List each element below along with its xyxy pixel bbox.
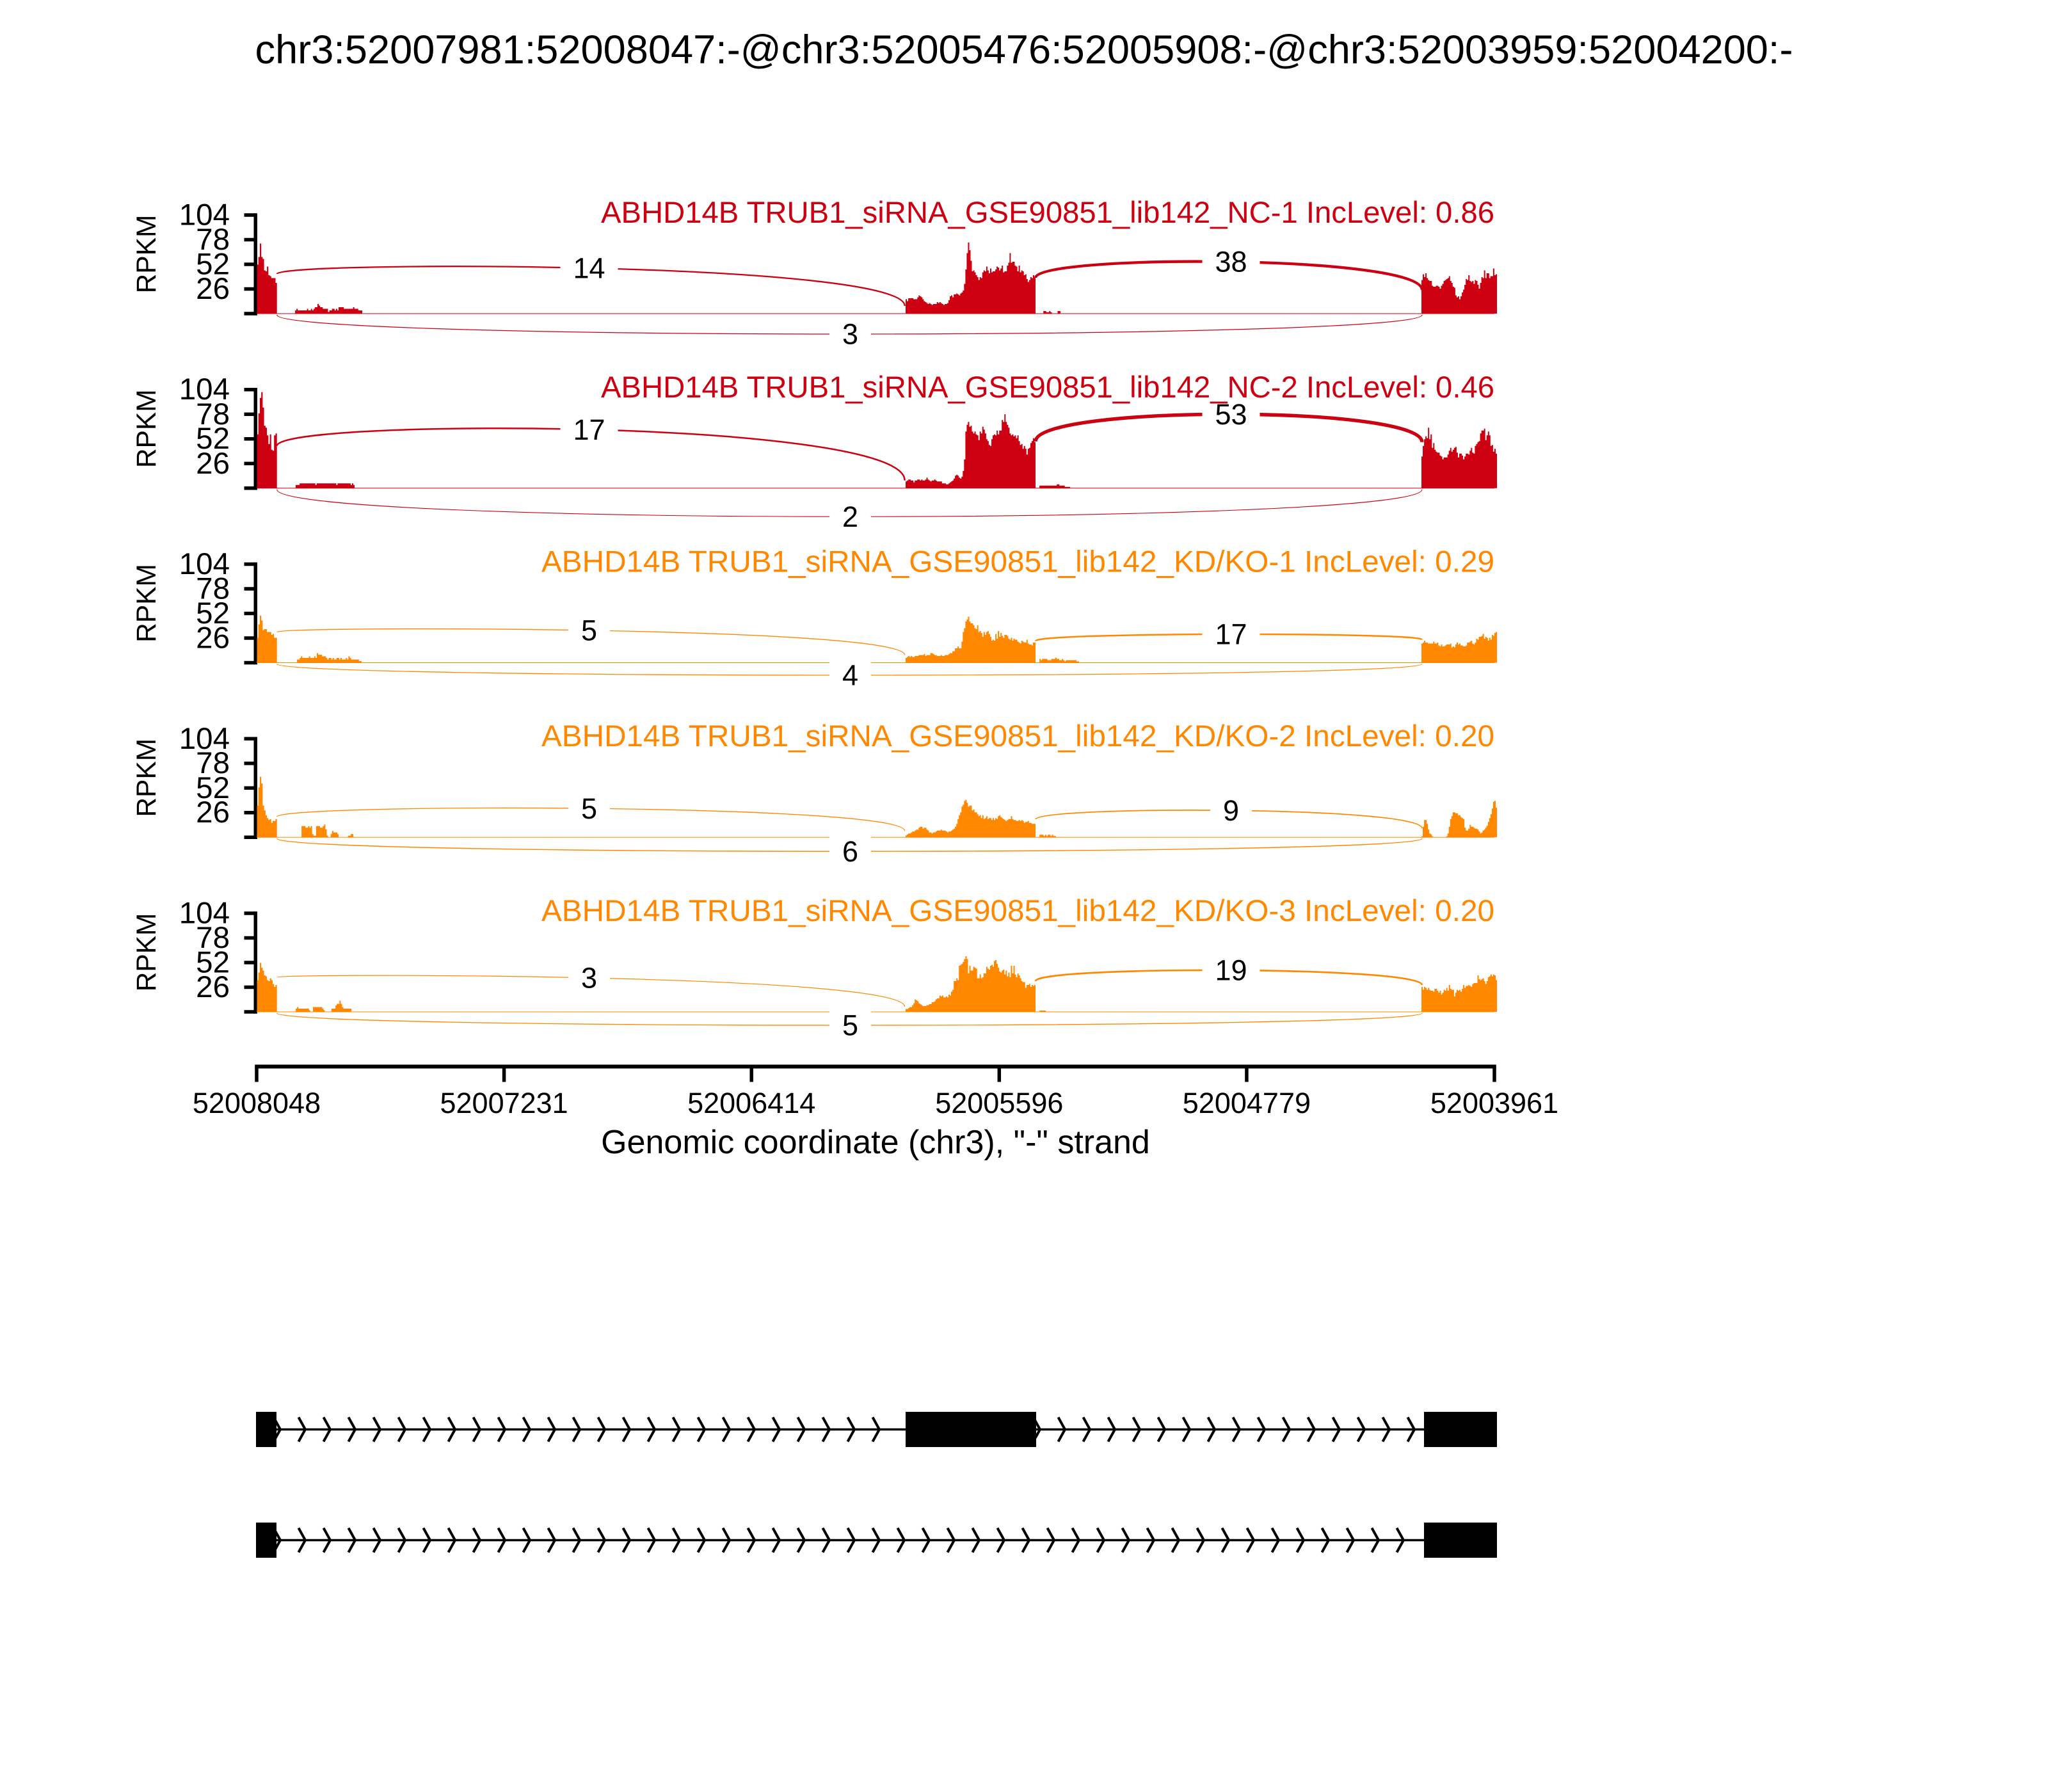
svg-text:ABHD14B TRUB1_siRNA_GSE90851_l: ABHD14B TRUB1_siRNA_GSE90851_lib142_KD/K… [541, 545, 1494, 579]
svg-text:3: 3 [581, 962, 597, 995]
svg-text:52: 52 [196, 771, 230, 805]
svg-text:5: 5 [581, 792, 597, 825]
svg-text:RPKM: RPKM [132, 215, 162, 294]
svg-text:ABHD14B TRUB1_siRNA_GSE90851_l: ABHD14B TRUB1_siRNA_GSE90851_lib142_NC-1… [601, 196, 1494, 230]
svg-text:26: 26 [196, 272, 230, 306]
svg-text:17: 17 [573, 413, 605, 446]
svg-text:104: 104 [179, 547, 230, 581]
svg-text:53: 53 [1215, 398, 1247, 431]
svg-text:104: 104 [179, 897, 230, 931]
svg-text:3: 3 [842, 318, 858, 351]
svg-text:26: 26 [196, 796, 230, 829]
svg-text:78: 78 [196, 746, 230, 780]
svg-text:RPKM: RPKM [132, 389, 162, 468]
svg-text:4: 4 [842, 659, 858, 692]
svg-text:9: 9 [1223, 794, 1239, 827]
svg-text:5: 5 [842, 1009, 858, 1042]
svg-text:ABHD14B TRUB1_siRNA_GSE90851_l: ABHD14B TRUB1_siRNA_GSE90851_lib142_KD/K… [541, 719, 1494, 753]
svg-text:78: 78 [196, 921, 230, 955]
svg-text:chr3:52007981:52008047:-@chr3:: chr3:52007981:52008047:-@chr3:52005476:5… [255, 28, 1793, 72]
svg-text:19: 19 [1215, 954, 1247, 987]
svg-text:26: 26 [196, 621, 230, 655]
svg-text:Genomic coordinate (chr3), "-": Genomic coordinate (chr3), "-" strand [601, 1124, 1150, 1161]
svg-text:38: 38 [1215, 246, 1247, 278]
svg-text:78: 78 [196, 397, 230, 431]
svg-text:5: 5 [581, 614, 597, 647]
svg-text:ABHD14B TRUB1_siRNA_GSE90851_l: ABHD14B TRUB1_siRNA_GSE90851_lib142_KD/K… [541, 894, 1494, 928]
svg-text:78: 78 [196, 572, 230, 606]
svg-text:17: 17 [1215, 618, 1247, 651]
svg-text:52004779: 52004779 [1183, 1087, 1311, 1119]
svg-text:52: 52 [196, 422, 230, 456]
svg-text:52: 52 [196, 946, 230, 980]
svg-text:104: 104 [179, 198, 230, 232]
svg-text:52: 52 [196, 248, 230, 282]
svg-text:ABHD14B TRUB1_siRNA_GSE90851_l: ABHD14B TRUB1_siRNA_GSE90851_lib142_NC-2… [601, 371, 1494, 404]
svg-text:104: 104 [179, 722, 230, 756]
svg-text:RPKM: RPKM [132, 739, 162, 817]
svg-text:52006414: 52006414 [687, 1087, 815, 1119]
svg-text:RPKM: RPKM [132, 564, 162, 643]
svg-text:52005596: 52005596 [935, 1087, 1063, 1119]
svg-text:26: 26 [196, 447, 230, 481]
svg-text:26: 26 [196, 970, 230, 1004]
svg-text:52008048: 52008048 [193, 1087, 321, 1119]
svg-text:104: 104 [179, 372, 230, 406]
svg-text:52007231: 52007231 [440, 1087, 568, 1119]
svg-text:52003961: 52003961 [1430, 1087, 1558, 1119]
svg-text:52: 52 [196, 596, 230, 630]
svg-text:78: 78 [196, 223, 230, 257]
svg-text:14: 14 [573, 252, 605, 285]
svg-text:2: 2 [842, 500, 858, 533]
svg-text:6: 6 [842, 835, 858, 868]
svg-text:RPKM: RPKM [132, 913, 162, 992]
